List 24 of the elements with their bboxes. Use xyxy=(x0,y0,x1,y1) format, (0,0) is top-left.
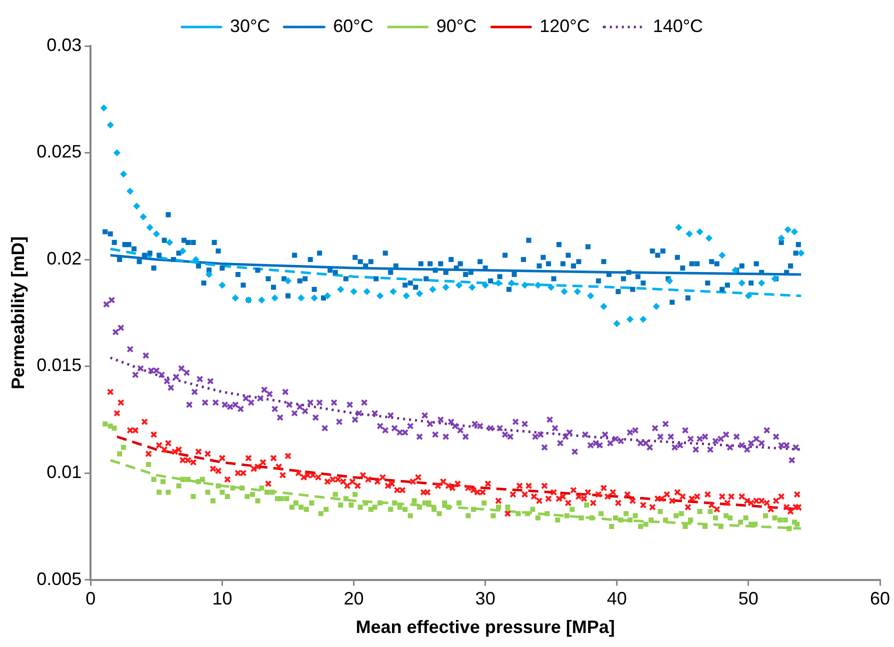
y-tick-label: 0.03 xyxy=(46,34,82,55)
legend-label: 60°C xyxy=(333,16,374,36)
line-series xyxy=(109,458,802,530)
y-tick-label: 0.01 xyxy=(46,462,82,482)
line-series xyxy=(116,435,802,511)
x-tick-label: 50 xyxy=(738,588,758,609)
y-tick-label: 0.02 xyxy=(46,248,82,268)
x-tick-label: 10 xyxy=(212,588,232,609)
legend-label: 90°C xyxy=(436,16,477,36)
y-axis-title: Permeability [mD] xyxy=(8,236,28,390)
x-axis-title: Mean effective pressure [MPa] xyxy=(356,617,615,638)
legend-label: 140°C xyxy=(652,16,704,36)
line-series xyxy=(109,356,802,451)
legend-label: 120°C xyxy=(540,16,590,36)
x-tick-label: 60 xyxy=(870,588,890,609)
x-tick-label: 30 xyxy=(475,588,496,609)
x-tick-label: 40 xyxy=(606,588,627,609)
y-tick-label: 0.015 xyxy=(36,355,82,376)
x-tick-label: 0 xyxy=(86,588,96,609)
x-tick-label: 20 xyxy=(344,588,364,609)
legend-label: 30°C xyxy=(230,16,270,36)
y-tick-label: 0.005 xyxy=(36,568,82,589)
line-series xyxy=(109,248,802,298)
y-tick-label: 0.025 xyxy=(36,142,82,162)
